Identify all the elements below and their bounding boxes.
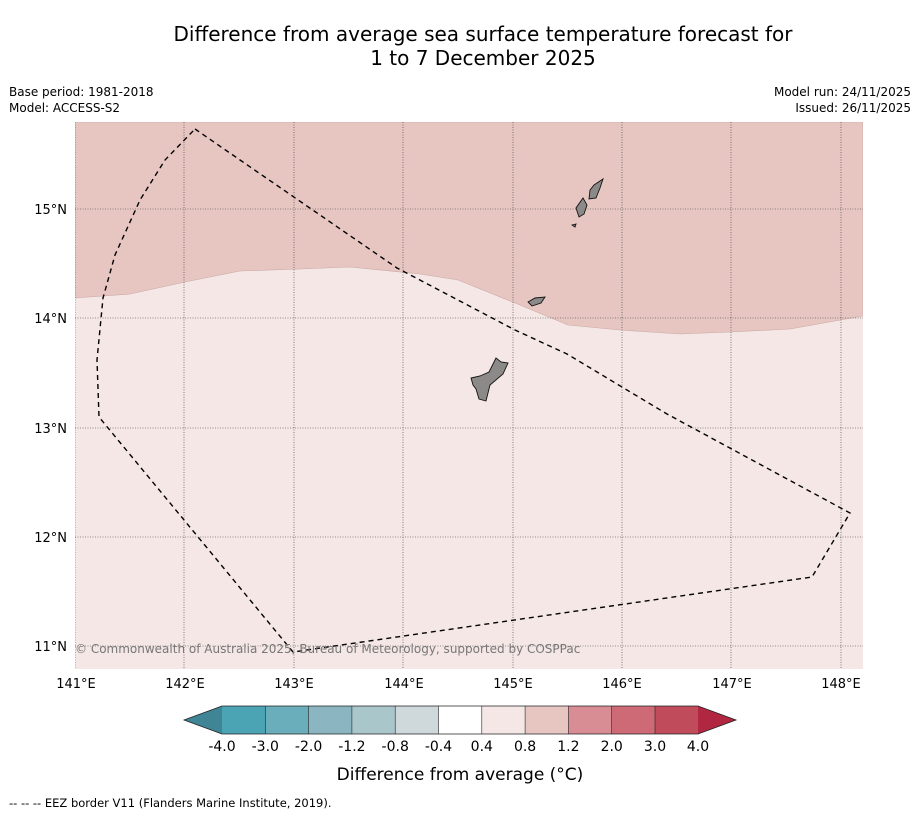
colorbar-tick: 0.4 — [471, 739, 493, 755]
lon-label-147e: 147°E — [712, 677, 752, 692]
colorbar-ticks: -4.0 -3.0 -2.0 -1.2 -0.8 -0.4 0.4 0.8 1.… — [208, 739, 709, 755]
map-area: © Commonwealth of Australia 2025, Bureau… — [75, 122, 863, 669]
colorbar-tick: -0.8 — [382, 739, 409, 755]
colorbar-tick: -0.4 — [425, 739, 452, 755]
island-rota — [527, 296, 546, 307]
colorbar-outline — [182, 705, 738, 735]
title-line-2: 1 to 7 December 2025 — [370, 46, 596, 70]
colorbar-bin-6 — [438, 706, 482, 734]
model-name: Model: ACCESS-S2 — [9, 101, 121, 115]
colorbar-over-arrow — [698, 706, 736, 734]
lon-label-148e: 148°E — [821, 677, 861, 692]
model-run: Model run: 24/11/2025 — [773, 85, 911, 99]
colorbar-tick: -1.2 — [338, 739, 365, 755]
lat-label-13n: 13°N — [34, 422, 67, 437]
lon-label-144e: 144°E — [384, 677, 424, 692]
colorbar-tick: 4.0 — [687, 739, 709, 755]
island-tinian — [575, 197, 588, 218]
graticule — [75, 122, 863, 669]
meta-left: Base period: 1981-2018 Model: ACCESS-S2 — [9, 84, 154, 116]
issued-date: Issued: 26/11/2025 — [795, 101, 911, 115]
lat-label-15n: 15°N — [34, 203, 67, 218]
colorbar-bin-3 — [308, 706, 352, 734]
base-period: Base period: 1981-2018 — [9, 85, 154, 99]
chart-title: Difference from average sea surface temp… — [0, 22, 919, 70]
colorbar: -4.0 -3.0 -2.0 -1.2 -0.8 -0.4 0.4 0.8 1.… — [182, 705, 738, 785]
colorbar-bin-2 — [265, 706, 309, 734]
lon-label-141e: 141°E — [56, 677, 96, 692]
colorbar-bin-5 — [395, 706, 439, 734]
colorbar-bin-8 — [525, 706, 569, 734]
colorbar-tick: -2.0 — [295, 739, 322, 755]
island-guam — [470, 357, 509, 402]
lat-label-11n: 11°N — [34, 640, 67, 655]
eez-border — [96, 128, 851, 653]
colorbar-bin-9 — [568, 706, 612, 734]
colorbar-bin-11 — [655, 706, 698, 734]
copyright-notice: © Commonwealth of Australia 2025, Bureau… — [75, 642, 580, 656]
island-aguijan — [570, 223, 577, 228]
colorbar-bin-10 — [611, 706, 655, 734]
eez-legend-marker: -- -- -- — [9, 796, 42, 810]
eez-legend: -- -- -- EEZ border V11 (Flanders Marine… — [9, 796, 332, 810]
colorbar-bin-7 — [481, 706, 526, 734]
title-line-1: Difference from average sea surface temp… — [173, 22, 793, 46]
anomaly-region-0-8-to-1-2 — [75, 122, 863, 335]
lat-axis-labels: 15°N 14°N 13°N 12°N 11°N — [34, 203, 67, 655]
lon-label-145e: 145°E — [493, 677, 533, 692]
colorbar-bin-1 — [222, 706, 266, 734]
island-saipan — [588, 177, 604, 200]
colorbar-tick: 1.2 — [557, 739, 579, 755]
meta-right: Model run: 24/11/2025 Issued: 26/11/2025 — [774, 84, 911, 116]
lat-label-12n: 12°N — [34, 531, 67, 546]
colorbar-tick: 0.8 — [514, 739, 536, 755]
lon-label-146e: 146°E — [602, 677, 642, 692]
colorbar-tick: 3.0 — [644, 739, 666, 755]
colorbar-under-arrow — [184, 706, 222, 734]
colorbar-label: Difference from average (°C) — [337, 765, 584, 785]
lat-label-14n: 14°N — [34, 312, 67, 327]
islands — [470, 177, 604, 402]
lon-label-143e: 143°E — [274, 677, 314, 692]
colorbar-dividers — [264, 706, 656, 734]
colorbar-tick: -4.0 — [208, 739, 235, 755]
lon-label-142e: 142°E — [165, 677, 205, 692]
colorbar-tick: 2.0 — [601, 739, 623, 755]
eez-legend-text: EEZ border V11 (Flanders Marine Institut… — [44, 796, 332, 810]
colorbar-bin-4 — [351, 706, 396, 734]
colorbar-tick: -3.0 — [252, 739, 279, 755]
lon-axis-labels: 141°E 142°E 143°E 144°E 145°E 146°E 147°… — [56, 677, 861, 692]
